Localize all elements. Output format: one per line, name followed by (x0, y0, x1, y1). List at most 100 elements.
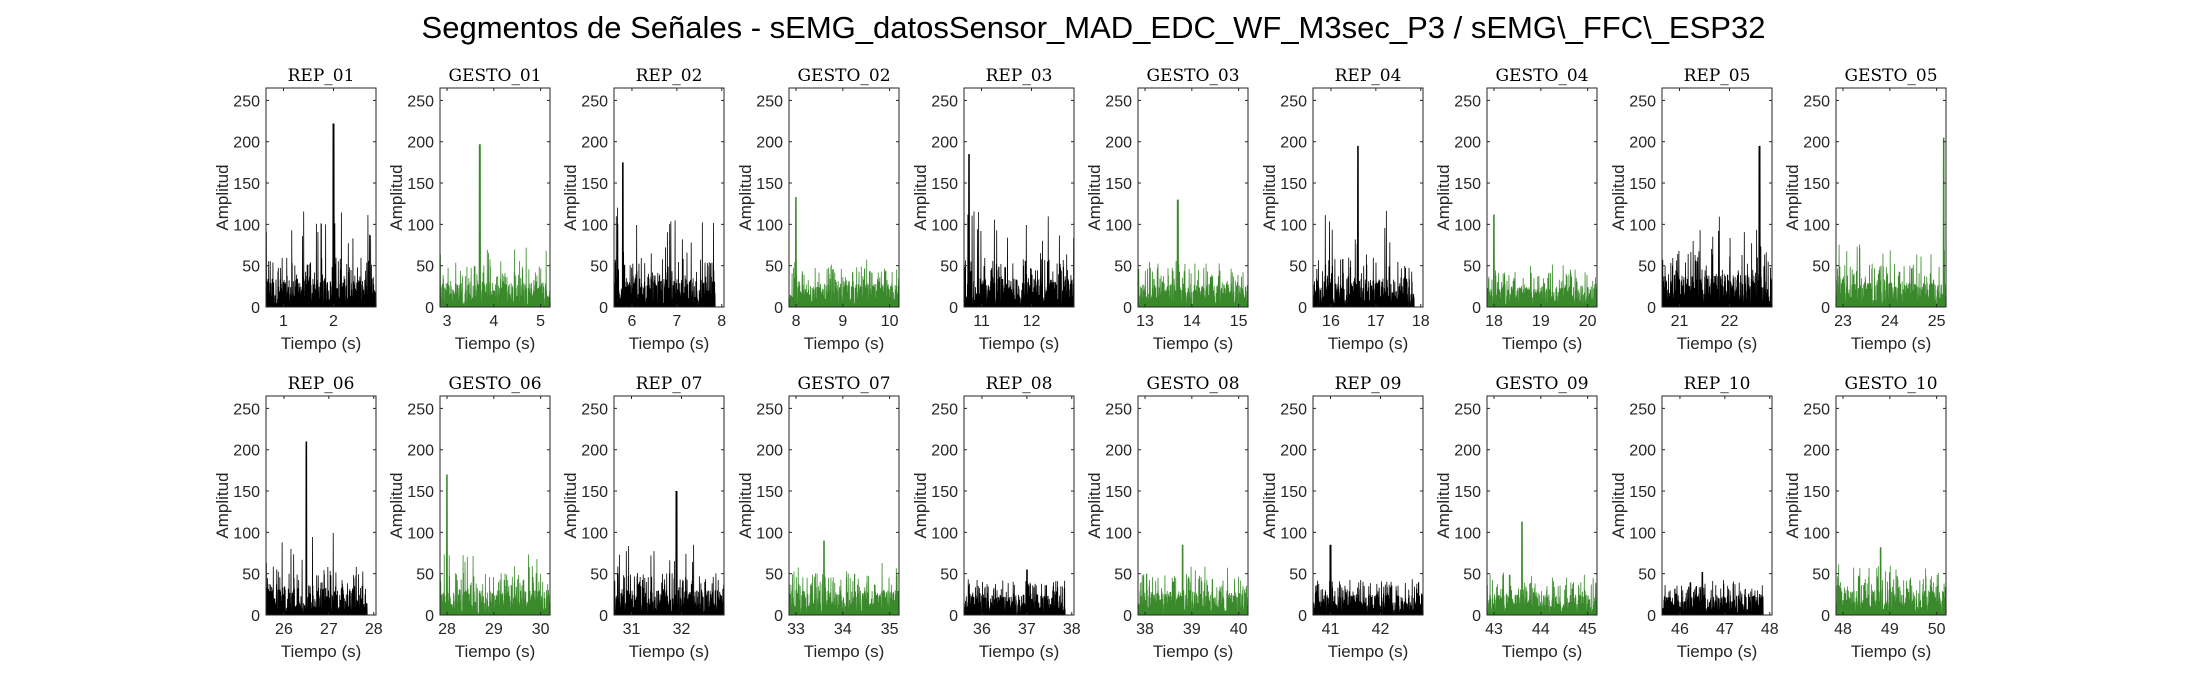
x-tick-label: 5 (536, 313, 545, 330)
y-tick-label: 250 (931, 93, 958, 110)
y-tick-label: 150 (1629, 176, 1656, 193)
y-tick-label: 100 (931, 525, 958, 542)
y-tick-label: 0 (1821, 300, 1830, 317)
y-axis-label: Amplitud (736, 472, 755, 538)
y-tick-label: 200 (1280, 135, 1307, 152)
subplot-gesto-06: 0 50 100 150 200 250 28 29 30 GESTO_06 Tiempo (s) A… (387, 374, 551, 661)
signal-trace (1835, 137, 1947, 308)
x-axis-label: Tiempo (s) (1328, 642, 1409, 661)
x-tick-label: 21 (1671, 313, 1689, 330)
subplot-title: REP_10 (1684, 374, 1751, 394)
x-axis-label: Tiempo (s) (455, 642, 536, 661)
y-tick-label: 150 (931, 176, 958, 193)
signal-trace (1312, 544, 1424, 616)
x-tick-label: 25 (1928, 313, 1946, 330)
subplot-rep-06: 0 50 100 150 200 250 26 27 28 REP_06 Tiempo (s) Amp… (213, 374, 383, 661)
axes-box (1661, 87, 1773, 308)
signal-trace (613, 491, 725, 616)
x-axis-label: Tiempo (s) (1851, 642, 1932, 661)
x-tick-label: 8 (792, 313, 801, 330)
y-tick-label: 100 (1629, 525, 1656, 542)
y-tick-label: 0 (1298, 300, 1307, 317)
y-tick-label: 0 (1298, 608, 1307, 625)
signal-trace (963, 154, 1075, 308)
x-tick-label: 22 (1721, 313, 1739, 330)
subplot-gesto-01: 0 50 100 150 200 250 3 4 5 GESTO_01 Tiempo (s) Ampl… (387, 66, 551, 353)
x-tick-label: 44 (1532, 621, 1550, 638)
y-tick-label: 200 (931, 135, 958, 152)
y-tick-label: 150 (931, 484, 958, 501)
y-tick-label: 0 (949, 608, 958, 625)
y-tick-label: 200 (1454, 443, 1481, 460)
y-tick-label: 150 (1803, 176, 1830, 193)
axes-box (1835, 87, 1947, 308)
x-tick-label: 38 (1063, 621, 1081, 638)
x-tick-label: 50 (1928, 621, 1946, 638)
x-tick-label: 27 (320, 621, 338, 638)
y-tick-label: 250 (581, 401, 608, 418)
x-tick-label: 48 (1834, 621, 1852, 638)
x-tick-label: 1 (279, 313, 288, 330)
x-axis-label: Tiempo (s) (804, 642, 885, 661)
x-axis-label: Tiempo (s) (979, 334, 1060, 353)
subplot-rep-09: 0 50 100 150 200 250 41 42 REP_09 Tiempo (s) Ampli… (1260, 374, 1424, 661)
y-tick-label: 0 (1472, 300, 1481, 317)
y-tick-label: 100 (1803, 525, 1830, 542)
y-tick-label: 100 (233, 217, 260, 234)
x-axis-label: Tiempo (s) (1677, 334, 1758, 353)
signal-trace (1312, 145, 1415, 308)
axes-box (1661, 395, 1773, 616)
y-axis-label: Amplitud (1434, 164, 1453, 230)
y-tick-label: 0 (774, 608, 783, 625)
y-tick-label: 150 (233, 176, 260, 193)
x-axis-label: Tiempo (s) (455, 334, 536, 353)
y-tick-label: 250 (756, 93, 783, 110)
y-tick-label: 0 (251, 608, 260, 625)
y-tick-label: 250 (1105, 401, 1132, 418)
x-tick-label: 36 (973, 621, 991, 638)
subplot-title: GESTO_08 (1146, 374, 1239, 394)
axes-box (963, 395, 1075, 616)
y-axis-label: Amplitud (911, 164, 930, 230)
y-tick-label: 200 (1803, 135, 1830, 152)
y-tick-label: 250 (233, 401, 260, 418)
figure-title: Segmentos de Señales - sEMG_datosSensor_… (421, 10, 1766, 45)
x-axis-label: Tiempo (s) (1502, 642, 1583, 661)
signal-trace (613, 162, 716, 308)
y-tick-label: 100 (756, 525, 783, 542)
axes-box (613, 395, 725, 616)
y-tick-label: 250 (1803, 93, 1830, 110)
y-tick-label: 0 (1821, 608, 1830, 625)
y-tick-label: 250 (1629, 401, 1656, 418)
subplot-rep-08: 0 50 100 150 200 250 36 37 38 REP_08 Tiempo (s) Amp… (911, 374, 1081, 661)
y-tick-label: 200 (1280, 443, 1307, 460)
y-tick-label: 100 (581, 217, 608, 234)
y-tick-label: 250 (756, 401, 783, 418)
x-tick-label: 9 (838, 313, 847, 330)
subplot-title: REP_07 (636, 374, 703, 394)
x-tick-label: 8 (717, 313, 726, 330)
subplot-title: GESTO_10 (1844, 374, 1937, 394)
y-tick-label: 200 (1105, 135, 1132, 152)
subplot-rep-03: 0 50 100 150 200 250 11 12 REP_03 Tiempo (s) Ampli… (911, 66, 1075, 353)
y-tick-label: 200 (233, 443, 260, 460)
y-axis-label: Amplitud (1260, 164, 1279, 230)
x-tick-label: 46 (1671, 621, 1689, 638)
y-tick-label: 150 (1105, 176, 1132, 193)
y-tick-label: 150 (756, 176, 783, 193)
x-tick-label: 28 (438, 621, 456, 638)
y-tick-label: 150 (756, 484, 783, 501)
y-axis-label: Amplitud (1783, 472, 1802, 538)
y-axis-label: Amplitud (387, 472, 406, 538)
y-axis-label: Amplitud (736, 164, 755, 230)
x-tick-label: 48 (1761, 621, 1779, 638)
subplot-title: REP_04 (1335, 66, 1402, 86)
y-tick-label: 150 (1280, 484, 1307, 501)
y-tick-label: 50 (590, 567, 608, 584)
subplot-rep-07: 0 50 100 150 200 250 31 32 REP_07 Tiempo (s) Ampli… (561, 374, 725, 661)
x-tick-label: 2 (329, 313, 338, 330)
signal-trace (439, 144, 551, 308)
subplot-title: GESTO_02 (797, 66, 890, 86)
subplot-rep-01: 0 50 100 150 200 250 1 2 REP_01 Tiempo (s) Amplitu… (213, 66, 377, 353)
subplot-title: REP_05 (1684, 66, 1751, 86)
